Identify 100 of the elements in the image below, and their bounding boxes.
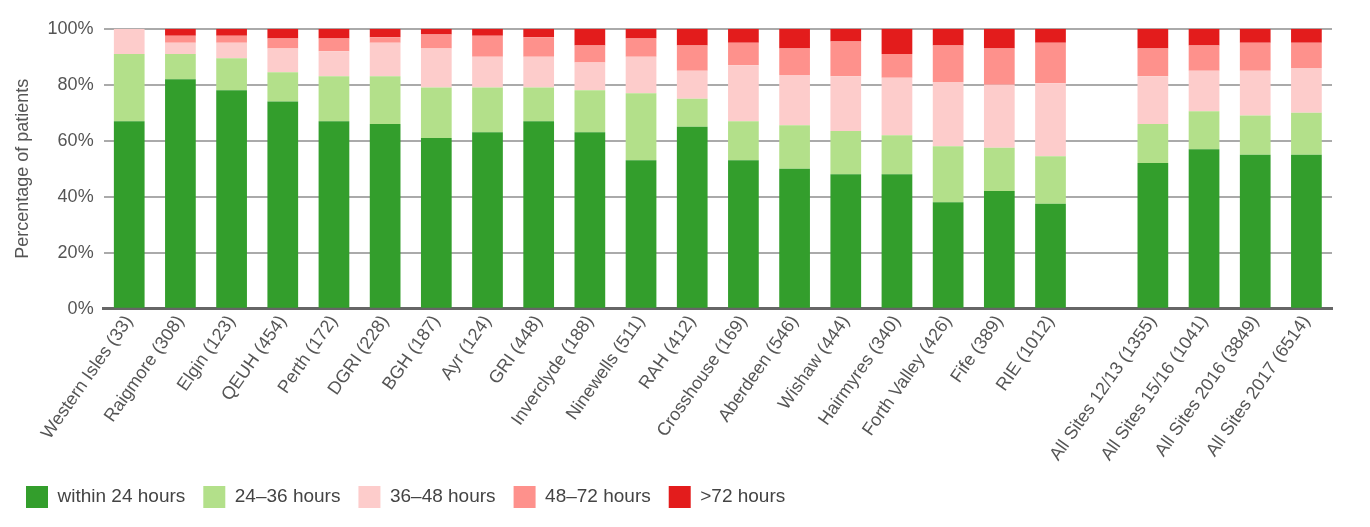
bar — [779, 168, 810, 308]
bar — [165, 79, 196, 308]
bar — [830, 41, 862, 77]
bar — [113, 28, 145, 54]
bar — [625, 56, 657, 94]
bar — [932, 45, 964, 82]
bar — [932, 81, 964, 147]
bar — [472, 132, 503, 308]
bar — [983, 84, 1015, 148]
bar — [369, 37, 401, 43]
bar — [1291, 112, 1322, 155]
bar — [267, 72, 299, 102]
bar — [676, 45, 708, 71]
bar — [472, 87, 503, 133]
bar — [113, 121, 145, 308]
bar — [165, 35, 196, 43]
bar — [881, 53, 913, 78]
bar — [216, 42, 247, 59]
y-tick-label: 40% — [57, 185, 94, 206]
bar — [1137, 28, 1169, 49]
bar — [1239, 154, 1271, 308]
bar — [216, 35, 247, 43]
bar — [318, 28, 350, 39]
bar — [1188, 111, 1220, 150]
y-axis-title: Percentage of patients — [11, 78, 32, 259]
bar — [1035, 42, 1066, 84]
bar — [830, 28, 862, 42]
bar — [1291, 42, 1322, 68]
bar — [676, 28, 708, 46]
bar — [1291, 67, 1322, 113]
legend-label: >72 hours — [700, 485, 786, 507]
y-tick-label: 20% — [57, 241, 94, 262]
bar — [1239, 115, 1271, 155]
bar — [318, 38, 350, 52]
bar — [983, 147, 1015, 192]
bar — [1137, 163, 1169, 308]
bar — [1035, 83, 1066, 157]
bar — [830, 174, 862, 308]
bar — [830, 76, 862, 131]
bar — [983, 28, 1015, 49]
bar — [318, 76, 350, 122]
bar — [881, 135, 913, 175]
bar — [574, 62, 606, 91]
y-tick-label: 60% — [57, 129, 94, 150]
bar — [830, 130, 862, 175]
bar — [881, 28, 913, 54]
bar — [1239, 28, 1271, 43]
bar — [420, 34, 452, 49]
bar — [420, 137, 452, 308]
bar — [318, 51, 350, 77]
bar — [216, 28, 247, 36]
bar — [574, 28, 606, 46]
bar — [983, 48, 1015, 85]
legend-label: within 24 hours — [56, 485, 186, 507]
bar — [1239, 70, 1271, 116]
bar — [625, 38, 657, 57]
bar — [1035, 156, 1066, 204]
bar — [676, 126, 708, 308]
bar — [523, 37, 555, 57]
bar — [574, 132, 606, 308]
bar — [728, 160, 759, 308]
bar — [420, 28, 452, 35]
bar — [881, 174, 913, 308]
bar — [165, 42, 196, 54]
bar — [420, 48, 452, 88]
bar — [369, 28, 401, 38]
bar — [1035, 28, 1066, 43]
bar — [983, 191, 1015, 308]
bar — [267, 48, 299, 73]
bar — [1137, 48, 1169, 77]
bar — [523, 28, 555, 38]
bar — [523, 87, 555, 122]
y-tick-label: 80% — [57, 73, 94, 94]
bar — [1239, 42, 1271, 71]
bar — [728, 65, 759, 122]
bar — [1188, 149, 1220, 308]
bar — [625, 160, 657, 308]
legend-label: 48–72 hours — [545, 485, 651, 507]
bar — [932, 202, 964, 308]
y-tick-label: 100% — [47, 17, 94, 38]
bar — [676, 98, 708, 127]
bar — [779, 48, 810, 75]
bar — [932, 146, 964, 203]
bar — [1137, 76, 1169, 124]
bar — [1188, 70, 1220, 112]
bar — [523, 56, 555, 88]
bar — [472, 35, 503, 57]
bar — [472, 56, 503, 88]
bar — [318, 121, 350, 308]
bar — [165, 28, 196, 36]
bar — [267, 101, 299, 308]
legend-label: 24–36 hours — [234, 485, 341, 507]
bar — [1137, 123, 1169, 164]
y-tick-label: 0% — [67, 297, 94, 318]
bar — [574, 90, 606, 133]
bar — [420, 87, 452, 138]
bar — [728, 28, 759, 43]
bar — [1291, 154, 1322, 308]
bar — [1188, 45, 1220, 71]
bar — [676, 70, 708, 99]
